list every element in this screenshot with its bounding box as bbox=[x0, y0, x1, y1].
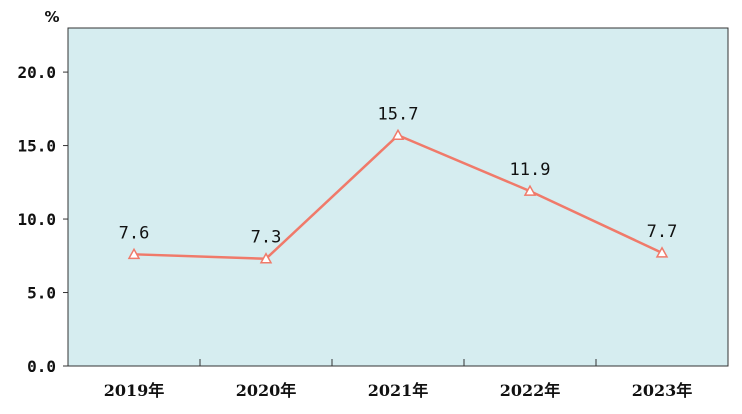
data-label: 7.3 bbox=[251, 228, 282, 248]
data-point-marker bbox=[523, 184, 537, 196]
x-tick-label: 2020年 bbox=[236, 381, 297, 400]
data-point-marker bbox=[391, 128, 405, 141]
series-line-group: 7.6 7.3 15.7 11.9 7.7 bbox=[119, 104, 678, 264]
y-tick-label: 5.0 bbox=[27, 284, 56, 303]
data-label: 7.6 bbox=[119, 223, 150, 243]
y-axis-unit-label: % bbox=[44, 8, 59, 26]
x-tick-label: 2022年 bbox=[500, 381, 561, 400]
data-label: 7.7 bbox=[647, 222, 678, 242]
plot-background bbox=[67, 27, 729, 367]
x-axis-ticks: 2019年 2020年 2021年 2022年 2023年 bbox=[104, 359, 693, 400]
data-point-marker bbox=[259, 252, 273, 264]
y-tick-label: 10.0 bbox=[17, 210, 56, 229]
y-tick-label: 20.0 bbox=[17, 63, 56, 82]
data-label: 11.9 bbox=[510, 160, 551, 180]
data-point-marker bbox=[655, 246, 669, 258]
x-tick-label: 2021年 bbox=[368, 381, 429, 400]
y-tick-label: 0.0 bbox=[27, 357, 56, 376]
x-tick-label: 2023年 bbox=[632, 381, 693, 400]
data-label: 15.7 bbox=[378, 104, 419, 124]
x-tick-label: 2019年 bbox=[104, 381, 165, 400]
data-point-marker bbox=[127, 247, 141, 260]
y-axis-ticks: 0.0 5.0 10.0 15.0 20.0 bbox=[17, 63, 68, 376]
y-tick-label: 15.0 bbox=[17, 137, 56, 156]
